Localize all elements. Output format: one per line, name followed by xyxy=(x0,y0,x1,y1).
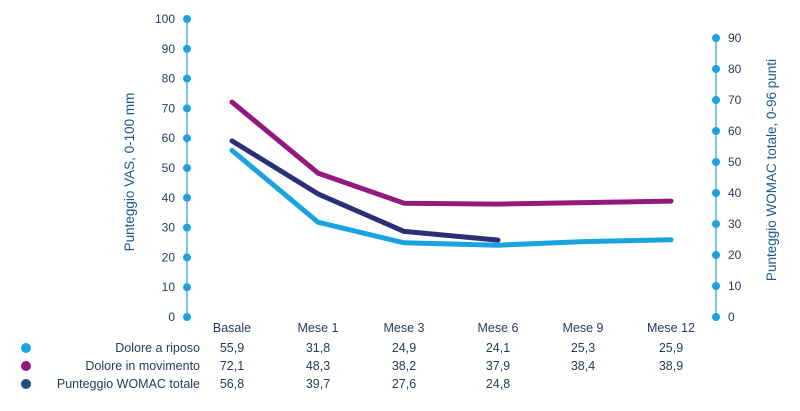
right-axis-tick-dot xyxy=(712,34,720,42)
data-label: 24,1 xyxy=(486,341,510,355)
right-axis-tick-label: 70 xyxy=(728,93,742,107)
category-label: Mese 9 xyxy=(563,321,604,335)
series-line-dolore-a-riposo xyxy=(229,147,674,248)
data-label: 38,9 xyxy=(659,359,683,373)
data-label: 38,2 xyxy=(392,359,416,373)
left-axis-tick-label: 60 xyxy=(162,131,176,145)
right-axis-tick-dot xyxy=(712,189,720,197)
right-axis-tick-label: 20 xyxy=(728,248,742,262)
category-label: Basale xyxy=(213,321,251,335)
right-axis-tick-label: 10 xyxy=(728,279,742,293)
left-axis-tick-dot xyxy=(183,193,191,202)
right-axis-tick-label: 90 xyxy=(728,31,742,45)
left-axis-tick-dot xyxy=(183,15,191,23)
legend-label: Punteggio WOMAC totale xyxy=(57,377,200,391)
left-axis-tick-label: 70 xyxy=(162,101,176,115)
data-label: 24,9 xyxy=(392,341,416,355)
legend-label: Dolore a riposo xyxy=(115,341,200,355)
left-axis-tick-dot xyxy=(183,313,191,321)
right-axis-tick-label: 0 xyxy=(728,310,735,324)
data-label: 72,1 xyxy=(220,359,244,373)
data-label: 48,3 xyxy=(306,359,330,373)
right-axis-tick-dot xyxy=(712,96,720,104)
legend-label: Dolore in movimento xyxy=(85,359,200,373)
data-label: 27,6 xyxy=(392,377,416,391)
left-axis-tick-dot xyxy=(183,223,191,232)
right-axis-tick-label: 40 xyxy=(728,186,742,200)
left-axis-tick-label: 0 xyxy=(168,310,175,324)
left-axis-tick-label: 30 xyxy=(162,221,176,235)
right-axis-tick-label: 30 xyxy=(728,217,742,231)
left-axis-tick-dot xyxy=(183,283,191,292)
data-label: 55,9 xyxy=(220,341,244,355)
left-axis-tick-label: 90 xyxy=(162,42,176,56)
left-axis-tick-dot xyxy=(183,253,191,262)
legend-marker xyxy=(21,361,31,371)
data-label: 24,8 xyxy=(486,377,510,391)
data-label: 25,3 xyxy=(571,341,595,355)
left-axis-tick-label: 40 xyxy=(162,191,176,205)
left-axis-tick-dot xyxy=(183,44,191,53)
legend-marker xyxy=(21,379,31,389)
right-axis-tick-label: 50 xyxy=(728,155,742,169)
data-label: 39,7 xyxy=(306,377,330,391)
category-label: Mese 12 xyxy=(647,321,695,335)
right-axis-tick-dot xyxy=(712,251,720,259)
data-label: 25,9 xyxy=(659,341,683,355)
left-axis-tick-label: 100 xyxy=(155,12,175,26)
data-label: 37,9 xyxy=(486,359,510,373)
right-axis-tick-dot xyxy=(712,220,720,228)
left-axis-tick-label: 20 xyxy=(162,250,176,264)
left-axis-tick-label: 50 xyxy=(162,161,176,175)
data-label: 31,8 xyxy=(306,341,330,355)
right-axis-tick-dot xyxy=(712,282,720,290)
left-axis-tick-label: 10 xyxy=(162,280,176,294)
category-label: Mese 3 xyxy=(384,321,425,335)
left-axis-title: Punteggio VAS, 0-100 mm xyxy=(122,93,137,252)
right-axis-tick-dot xyxy=(712,313,720,321)
left-axis-tick-dot xyxy=(183,164,191,172)
data-label: 56,8 xyxy=(220,377,244,391)
data-label: 38,4 xyxy=(571,359,595,373)
category-label: Mese 6 xyxy=(478,321,519,335)
right-axis-tick-dot xyxy=(712,65,720,73)
series-line-dolore-in-movimento xyxy=(229,99,674,207)
legend-marker xyxy=(21,343,31,353)
right-axis-tick-dot xyxy=(712,127,720,135)
left-axis-tick-label: 80 xyxy=(162,72,176,86)
category-label: Mese 1 xyxy=(298,321,339,335)
right-axis-tick-label: 60 xyxy=(728,124,742,138)
series-line-punteggio-womac-totale xyxy=(229,138,501,243)
left-axis-tick-dot xyxy=(183,134,191,143)
right-axis-tick-dot xyxy=(712,158,720,166)
right-axis-title: Punteggio WOMAC totale, 0-96 punti xyxy=(764,59,779,281)
left-axis-tick-dot xyxy=(183,104,191,113)
right-axis-tick-label: 80 xyxy=(728,62,742,76)
left-axis-tick-dot xyxy=(183,74,191,83)
